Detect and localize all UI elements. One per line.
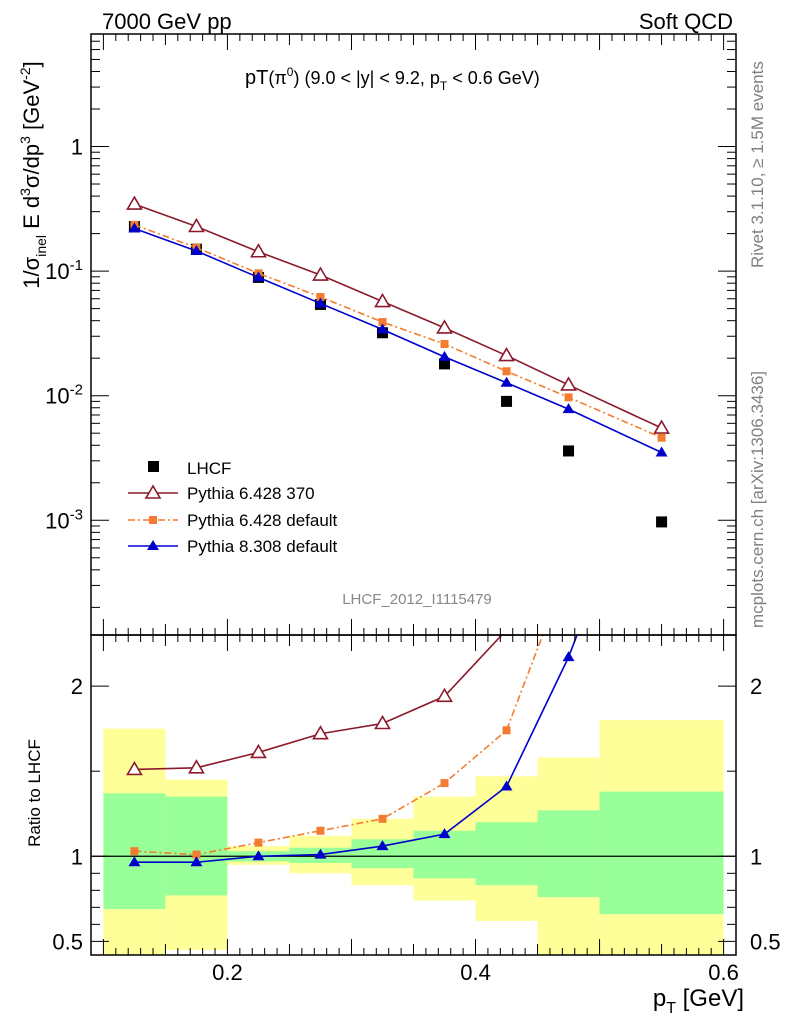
- ratio-point-pythia-8-308-default-3: [314, 848, 327, 859]
- main-point-lhcf-7: [563, 445, 575, 457]
- ratio-inner-band-1: [165, 796, 228, 896]
- ratio-point-pythia-6-428-default-7: [565, 563, 573, 571]
- main-line-pythia-8-308-default: [134, 227, 662, 454]
- axis-ticks: [91, 33, 736, 955]
- ratio-point-pythia-6-428-370-8: [655, 49, 669, 61]
- ratio-point-pythia-6-428-370-1: [188, 759, 205, 774]
- main-curves: [126, 195, 670, 528]
- ratio-y-tick-label-right: 1: [750, 844, 762, 869]
- main-line-pythia-6-428-default: [134, 224, 662, 439]
- legend-marker-pythia6-default: [149, 516, 157, 524]
- axis-tick-labels: 10-3 10-2 10-1 1 0.2 0.4 0.6 0.5 0.5 1 1 2 2: [45, 135, 780, 985]
- main-point-pythia-6-428-default-4: [378, 318, 387, 327]
- ratio-point-pythia-6-428-default-1: [192, 850, 201, 859]
- legend: LHCF Pythia 6.428 370 Pythia 6.428 defau…: [128, 459, 338, 556]
- main-line-pythia-6-428-370: [134, 203, 662, 429]
- main-point-pythia-8-308-default-7: [562, 403, 575, 414]
- main-point-pythia-8-308-default-4: [376, 323, 389, 334]
- main-y-tick-label: 1: [71, 135, 83, 160]
- ratio-point-pythia-6-428-370-5: [436, 687, 453, 703]
- ratio-point-pythia-6-428-370-0: [126, 760, 143, 776]
- x-tick-label: 0.2: [212, 960, 243, 985]
- main-point-pythia-8-308-default-1: [190, 244, 203, 255]
- ratio-point-pythia-6-428-370-3: [312, 725, 329, 740]
- ratio-point-pythia-6-428-370-6: [498, 635, 515, 636]
- main-point-lhcf-5: [439, 358, 451, 370]
- ratio-point-pythia-8-308-default-2: [252, 850, 265, 861]
- header-left-label: 7000 GeV pp: [102, 9, 232, 34]
- ratio-point-pythia-6-428-default-2: [254, 838, 263, 847]
- legend-marker-pythia6-370: [144, 484, 162, 499]
- ratio-y-tick-label-left: 2: [71, 674, 83, 699]
- ratio-point-pythia-8-308-default-0: [128, 856, 141, 867]
- ratio-point-pythia-6-428-default-0: [130, 847, 139, 856]
- legend-label-pythia6-default: Pythia 6.428 default: [187, 511, 338, 530]
- main-y-axis-label: 1/σinel E d3σ/dp3 [GeV-2]: [17, 61, 49, 288]
- main-point-pythia-6-428-370-2: [250, 243, 267, 258]
- main-point-pythia-6-428-370-7: [560, 376, 577, 391]
- main-point-lhcf-8: [656, 516, 668, 528]
- ratio-point-pythia-6-428-default-3: [316, 826, 325, 835]
- legend-label-lhcf: LHCF: [187, 459, 231, 478]
- mcplots-reference-label: mcplots.cern.ch [arXiv:1306.3436]: [748, 371, 767, 628]
- legend-marker-lhcf: [148, 461, 159, 472]
- ratio-inner-band-7: [537, 810, 600, 898]
- header-right-label: Soft QCD: [639, 9, 733, 34]
- ratio-point-pythia-8-308-default-1: [190, 856, 203, 867]
- ratio-point-pythia-8-308-default-6: [500, 780, 513, 791]
- ratio-point-pythia-6-428-default-6: [502, 726, 511, 735]
- main-point-pythia-6-428-370-4: [374, 292, 391, 308]
- ratio-point-pythia-6-428-default-5: [440, 779, 449, 788]
- main-point-pythia-8-308-default-8: [655, 446, 668, 457]
- ratio-curves: [126, 49, 669, 867]
- x-tick-label: 0.4: [460, 960, 491, 985]
- ratio-y-tick-label-right: 2: [750, 674, 762, 699]
- ratio-point-pythia-6-428-370-4: [374, 714, 391, 730]
- legend-label-pythia6-370: Pythia 6.428 370: [187, 484, 315, 503]
- main-point-pythia-6-428-default-8: [657, 433, 666, 442]
- main-point-pythia-6-428-default-5: [440, 339, 449, 348]
- ratio-point-pythia-8-308-default-4: [376, 840, 389, 851]
- main-point-pythia-6-428-370-8: [653, 419, 670, 434]
- ratio-point-pythia-6-428-370-2: [250, 743, 267, 759]
- ratio-y-tick-label-left: 1: [71, 844, 83, 869]
- main-point-pythia-8-308-default-3: [314, 297, 327, 308]
- ratio-y-axis-label: Ratio to LHCF: [25, 739, 44, 847]
- main-y-tick-label: 10-2: [45, 382, 83, 409]
- main-point-pythia-8-308-default-5: [438, 350, 451, 361]
- ratio-y-tick-label-right: 0.5: [750, 929, 781, 954]
- x-axis-label: pT [GeV]: [653, 985, 744, 1017]
- ratio-y-tick-label-left: 0.5: [52, 929, 83, 954]
- main-point-pythia-6-428-default-6: [502, 367, 511, 376]
- main-y-tick-label: 10-3: [45, 506, 83, 533]
- rivet-version-label: Rivet 3.1.10, ≥ 1.5M events: [748, 61, 767, 268]
- chart-title: pT(π0) (9.0 < |y| < 9.2, pT < 0.6 GeV): [245, 65, 540, 93]
- main-point-pythia-6-428-default-3: [316, 292, 325, 301]
- ratio-point-pythia-8-308-default-5: [438, 828, 451, 839]
- ratio-line-pythia-6-428-370: [134, 635, 503, 771]
- ratio-point-pythia-6-428-default-4: [378, 814, 387, 823]
- main-y-tick-label: 10-1: [45, 257, 83, 284]
- ratio-point-pythia-6-428-default-8: [658, 222, 666, 230]
- legend-marker-pythia8-default: [147, 540, 159, 550]
- main-point-pythia-6-428-370-6: [498, 346, 515, 362]
- main-point-pythia-6-428-default-7: [564, 393, 573, 402]
- main-point-pythia-6-428-370-3: [312, 266, 329, 281]
- main-point-pythia-6-428-370-0: [126, 195, 143, 210]
- legend-label-pythia8-default: Pythia 8.308 default: [187, 537, 338, 556]
- main-point-pythia-6-428-370-5: [436, 319, 453, 334]
- ratio-point-pythia-8-308-default-7: [562, 651, 575, 662]
- main-point-pythia-6-428-370-1: [188, 217, 205, 233]
- main-point-pythia-8-308-default-2: [252, 271, 265, 282]
- ratio-uncertainty-bands: [91, 720, 736, 955]
- ratio-point-pythia-8-308-default-8: [656, 408, 668, 418]
- analysis-id-label: LHCF_2012_I1115479: [342, 591, 492, 608]
- ratio-inner-band-6: [475, 822, 538, 886]
- x-tick-label: 0.6: [708, 960, 739, 985]
- main-point-pythia-8-308-default-6: [500, 376, 513, 387]
- main-point-lhcf-6: [501, 395, 513, 407]
- ratio-inner-band-8: [599, 791, 724, 915]
- main-point-pythia-8-308-default-0: [128, 222, 141, 233]
